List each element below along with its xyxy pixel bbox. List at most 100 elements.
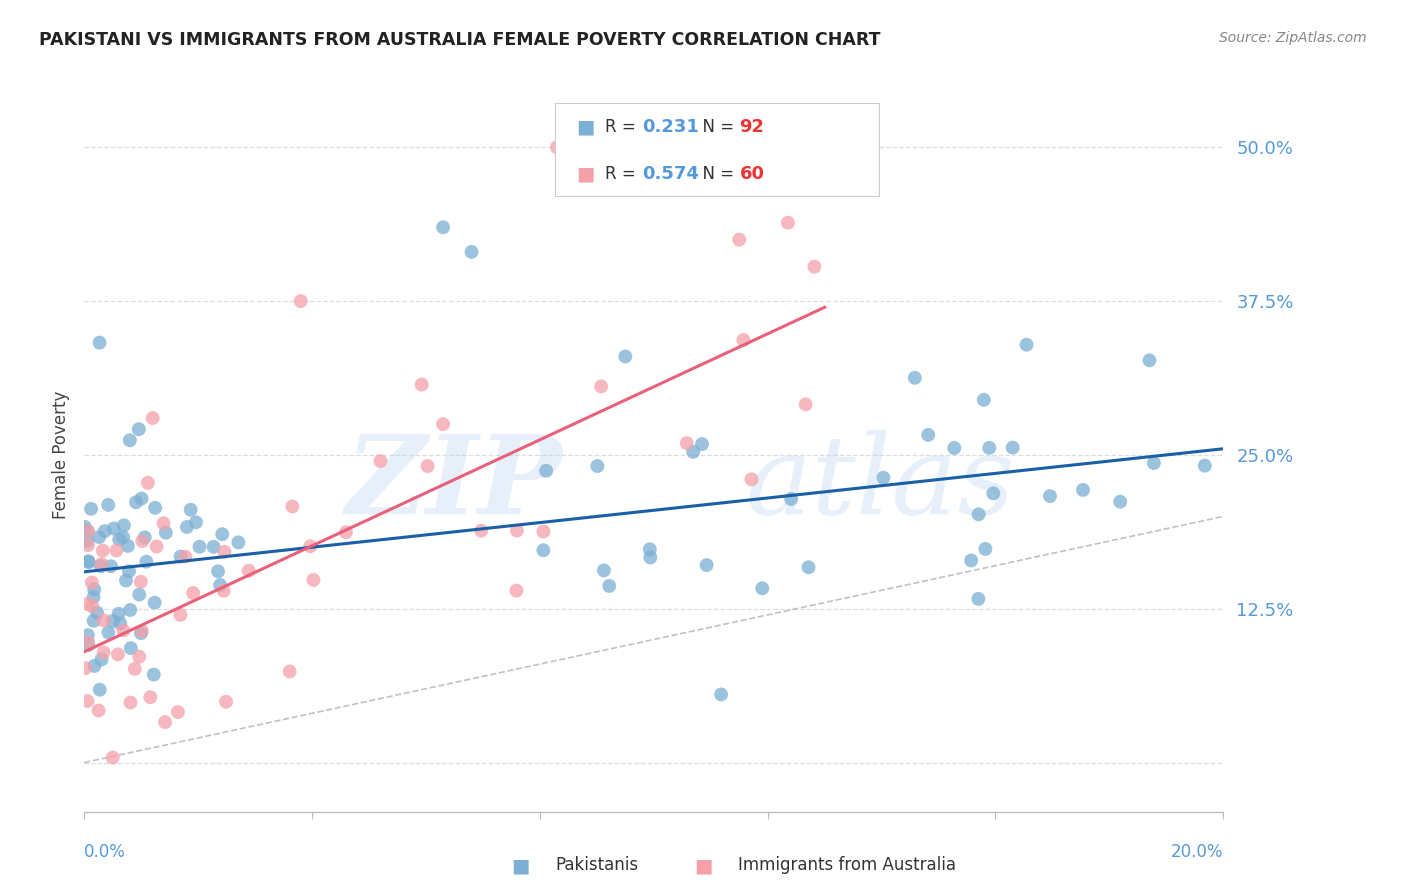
Point <box>776 216 799 230</box>
Point <box>139 690 162 705</box>
Point <box>943 441 966 455</box>
Point <box>142 667 165 681</box>
Point <box>904 371 927 385</box>
Point <box>83 614 105 628</box>
Point <box>302 573 325 587</box>
Point <box>86 606 108 620</box>
Point <box>118 434 141 448</box>
Point <box>76 694 98 708</box>
Point <box>83 582 105 597</box>
Point <box>131 624 153 638</box>
Point <box>97 498 120 512</box>
Point <box>967 591 990 606</box>
Point <box>93 613 115 627</box>
Point <box>411 377 433 392</box>
Text: PAKISTANI VS IMMIGRANTS FROM AUSTRALIA FEMALE POVERTY CORRELATION CHART: PAKISTANI VS IMMIGRANTS FROM AUSTRALIA F… <box>39 31 882 49</box>
Point <box>593 563 616 577</box>
Point <box>82 599 104 613</box>
Point <box>125 495 148 509</box>
Point <box>432 220 454 235</box>
Point <box>129 626 152 640</box>
Text: N =: N = <box>692 118 740 136</box>
Point <box>169 607 191 622</box>
Text: 92: 92 <box>740 118 765 136</box>
Point <box>131 534 153 549</box>
Point <box>83 590 105 604</box>
Point <box>531 524 554 539</box>
Point <box>89 335 111 350</box>
Point <box>135 555 157 569</box>
Text: atlas: atlas <box>745 430 1015 537</box>
Point <box>740 472 762 486</box>
Point <box>960 553 983 567</box>
Text: ■: ■ <box>510 856 530 875</box>
Point <box>1001 441 1024 455</box>
Point <box>780 491 803 506</box>
Text: Pakistanis: Pakistanis <box>555 856 638 874</box>
Point <box>90 559 112 574</box>
Text: 60: 60 <box>740 165 765 183</box>
Point <box>117 539 139 553</box>
Text: R =: R = <box>605 165 641 183</box>
Point <box>76 628 98 642</box>
Point <box>212 583 235 598</box>
Point <box>145 540 167 554</box>
Point <box>77 538 100 552</box>
Point <box>1143 456 1166 470</box>
Point <box>598 579 620 593</box>
Point <box>103 521 125 535</box>
Point <box>1071 483 1094 497</box>
Point <box>1194 458 1216 473</box>
Point <box>1109 494 1132 508</box>
Point <box>979 441 1001 455</box>
Point <box>120 696 142 710</box>
Point <box>90 652 112 666</box>
Point <box>90 557 112 571</box>
Point <box>108 533 131 547</box>
Point <box>73 520 96 534</box>
Point <box>124 662 146 676</box>
Text: ■: ■ <box>576 164 595 184</box>
Point <box>188 540 211 554</box>
Point <box>505 583 527 598</box>
Point <box>128 649 150 664</box>
Point <box>180 502 202 516</box>
Text: Source: ZipAtlas.com: Source: ZipAtlas.com <box>1219 31 1367 45</box>
Point <box>281 500 304 514</box>
Point <box>105 543 128 558</box>
Point <box>115 574 138 588</box>
Point <box>143 596 166 610</box>
Point <box>917 428 939 442</box>
Point <box>209 578 232 592</box>
Point <box>77 554 100 568</box>
Point <box>167 705 190 719</box>
Text: 0.574: 0.574 <box>643 165 699 183</box>
Point <box>1039 489 1062 503</box>
Point <box>152 516 174 531</box>
Point <box>470 524 492 538</box>
Point <box>112 624 135 638</box>
Point <box>101 614 124 628</box>
Point <box>110 616 132 631</box>
Point <box>872 471 894 485</box>
Point <box>107 607 129 621</box>
Point <box>80 575 103 590</box>
Point <box>1139 353 1161 368</box>
Point <box>675 436 697 450</box>
Text: 20.0%: 20.0% <box>1171 843 1223 861</box>
Point <box>638 542 661 557</box>
Point <box>290 294 312 309</box>
Point <box>973 392 995 407</box>
Point <box>129 574 152 589</box>
Point <box>591 379 613 393</box>
Point <box>131 491 153 506</box>
Point <box>506 524 529 538</box>
Point <box>94 524 117 538</box>
Text: 0.0%: 0.0% <box>84 843 127 861</box>
Point <box>238 564 260 578</box>
Point <box>335 525 357 540</box>
Point <box>794 397 817 411</box>
Point <box>682 445 704 459</box>
Point <box>97 625 120 640</box>
Point <box>77 524 100 539</box>
